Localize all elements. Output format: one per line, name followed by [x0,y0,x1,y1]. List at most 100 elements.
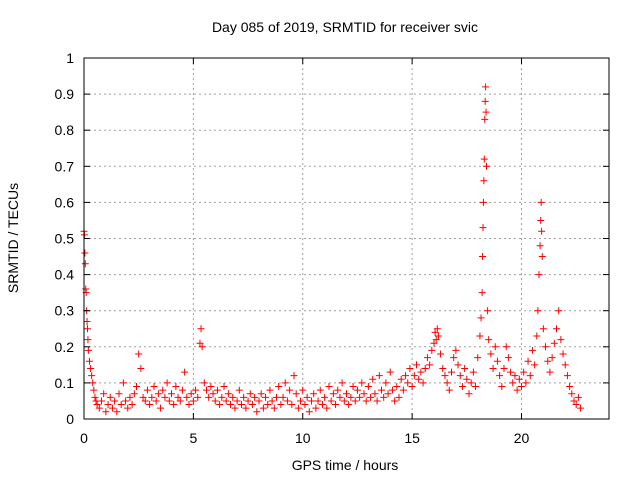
data-point [544,357,552,365]
data-point [288,401,296,409]
data-point [257,390,265,398]
data-point [417,368,425,376]
data-point [443,379,451,387]
data-point [297,397,305,405]
data-point [87,364,95,372]
data-point [419,379,427,387]
data-point [294,404,302,412]
data-point [81,249,89,257]
data-point [371,390,379,398]
data-point [150,383,158,391]
data-point [568,390,576,398]
data-point [577,404,585,412]
data-point [338,379,346,387]
data-point [528,346,536,354]
data-point [194,393,202,401]
data-point [406,364,414,372]
data-point [253,408,261,416]
data-point [513,386,521,394]
data-point [192,386,200,394]
data-point [161,393,169,401]
data-point [290,372,298,380]
data-point [482,83,490,91]
data-point [340,397,348,405]
data-point [454,361,462,369]
data-point [439,364,447,372]
data-point [479,253,487,261]
data-point [137,364,145,372]
data-point [93,401,101,409]
data-point [187,390,195,398]
data-point [168,390,175,398]
data-point [362,397,370,405]
data-point [154,390,162,398]
data-point [246,390,254,398]
data-point [122,397,130,405]
data-point [170,401,178,409]
data-point [152,397,160,405]
data-point [259,404,267,412]
data-point [369,375,377,383]
data-point [238,401,245,409]
data-point [483,162,490,170]
data-point [213,386,221,394]
data-point [537,216,545,224]
data-point [119,379,127,387]
y-tick-label: 0.1 [55,375,75,391]
y-tick-label: 0.5 [55,231,75,247]
data-point [329,390,337,398]
data-point [85,357,93,365]
data-point [327,397,335,405]
data-point [364,383,372,391]
data-point [286,386,294,394]
data-point [386,368,394,376]
data-point [203,386,210,394]
data-point [522,379,530,387]
data-point [397,375,405,383]
data-point [391,397,399,405]
y-tick-label: 0.4 [55,267,75,283]
data-point [496,372,504,380]
x-axis-label: GPS time / hours [292,457,399,473]
data-point [240,393,248,401]
data-point [205,393,213,401]
data-point [266,386,274,394]
data-point [321,393,329,401]
data-point [382,379,390,387]
data-point [413,361,420,369]
data-point [347,393,355,401]
data-point [539,325,547,333]
y-tick-label: 0 [66,411,74,427]
data-point [308,397,315,405]
data-point [408,383,416,391]
data-point [255,397,263,405]
data-point [415,375,423,383]
data-point [81,260,89,268]
data-point [89,379,97,387]
data-point [165,397,173,405]
data-point [117,401,125,409]
x-tick-label: 10 [295,430,311,446]
data-point [351,397,359,405]
data-point [227,401,235,409]
data-point [233,397,241,405]
data-point [402,372,410,380]
x-tick-label: 15 [404,430,420,446]
data-point [279,393,287,401]
data-point [491,343,499,351]
data-point [375,372,383,380]
data-point [224,390,232,398]
data-point [537,198,545,206]
data-point [334,386,342,394]
data-point [410,372,418,380]
data-point [91,393,99,401]
data-point [106,393,114,401]
data-point [231,404,239,412]
data-point [431,328,439,336]
data-point [157,404,165,412]
data-point [316,386,324,394]
data-point [428,346,436,354]
data-point [235,386,243,394]
data-point [84,346,92,354]
